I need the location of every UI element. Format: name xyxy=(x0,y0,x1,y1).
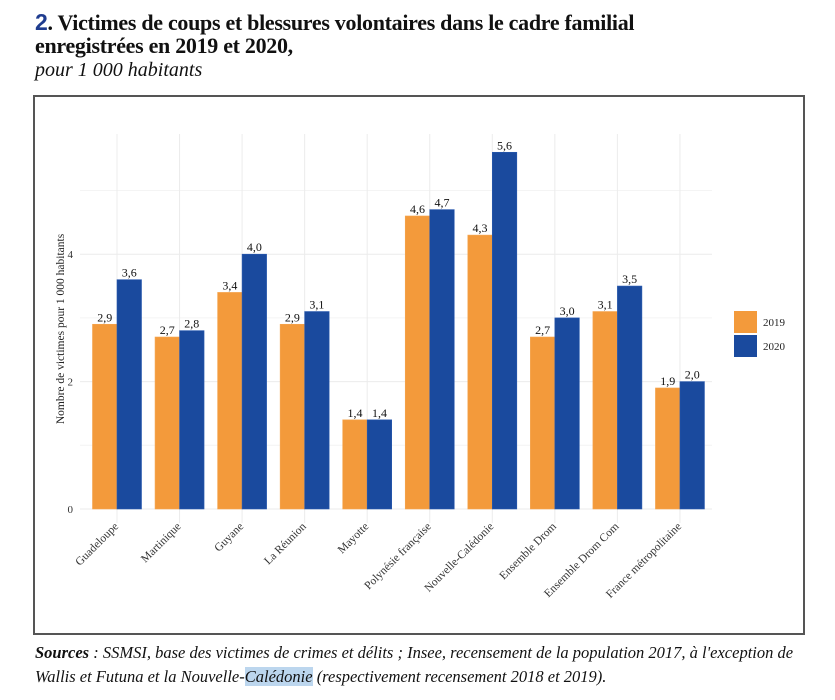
x-axis: Guadeloupe Martinique Guyane La Réunion Mayo… xyxy=(73,520,684,600)
legend-label: 2020 xyxy=(763,341,786,353)
legend-swatch-2020 xyxy=(734,335,757,357)
data-label: 2,0 xyxy=(685,368,700,382)
sources-label: Sources xyxy=(35,643,90,662)
bar-2019 xyxy=(592,311,618,510)
bar-2019 xyxy=(217,292,243,510)
bar-2020 xyxy=(179,330,205,510)
x-tick-label: Martinique xyxy=(139,521,184,566)
sources-text: SSMSI, base des victimes de crimes et dé… xyxy=(35,643,794,686)
bar-2019 xyxy=(404,215,431,510)
data-label: 3,1 xyxy=(598,298,613,312)
legend: 2019 2020 xyxy=(734,311,786,357)
bar-2019 xyxy=(530,336,556,510)
y-axis: 0 2 4 xyxy=(68,249,74,516)
sources-note: Sources : SSMSI, base des victimes de cr… xyxy=(35,641,825,689)
bar-2020 xyxy=(429,209,455,510)
bar-2019 xyxy=(655,387,681,510)
data-label: 4,7 xyxy=(435,196,450,210)
data-label: 3,4 xyxy=(222,278,237,292)
legend-swatch-2019 xyxy=(734,311,757,333)
bar-2019 xyxy=(467,234,493,510)
bars xyxy=(92,151,705,510)
bar-2020 xyxy=(554,317,580,510)
data-label: 3,6 xyxy=(122,266,137,280)
bar-2020 xyxy=(304,311,330,510)
chart-title: 2. Victimes de coups et blessures volont… xyxy=(35,9,815,58)
x-tick-label: Polynésie française xyxy=(362,521,433,592)
x-tick-label: Guadeloupe xyxy=(73,521,121,569)
bar-2020 xyxy=(491,151,518,510)
chart-subtitle: pour 1 000 habitants xyxy=(35,59,203,81)
title-line-2: enregistrées en 2019 et 2020, xyxy=(35,33,293,58)
data-label: 3,5 xyxy=(622,272,637,286)
sources-separator: : xyxy=(89,643,103,662)
bar-2019 xyxy=(92,323,118,510)
y-tick-label: 2 xyxy=(68,377,74,389)
data-label: 2,7 xyxy=(535,323,550,337)
x-tick-label: La Réunion xyxy=(262,520,309,567)
title-line-1: . Victimes de coups et blessures volonta… xyxy=(47,10,635,35)
sources-text-end: (respectivement recensement 2018 et 2019… xyxy=(312,667,607,686)
bar-2020 xyxy=(241,253,267,510)
figure-number: 2 xyxy=(35,9,48,35)
data-label: 1,4 xyxy=(372,406,387,420)
x-tick-label: Guyane xyxy=(212,521,246,555)
data-label: 4,3 xyxy=(473,221,488,235)
bar-2020 xyxy=(116,279,142,510)
x-tick-label: Mayotte xyxy=(336,521,372,557)
bar-2019 xyxy=(154,336,180,510)
y-tick-label: 4 xyxy=(68,249,74,261)
y-axis-label: Nombre de victimes pour 1 000 habitants xyxy=(55,233,67,424)
data-label: 2,9 xyxy=(97,310,112,324)
x-tick-label: Ensemble Drom xyxy=(497,521,559,583)
bar-2020 xyxy=(679,381,705,510)
legend-label: 2019 xyxy=(763,317,786,329)
data-label: 2,9 xyxy=(285,310,300,324)
bar-2020 xyxy=(366,419,393,510)
bar-2019 xyxy=(342,419,368,510)
data-label: 3,0 xyxy=(560,304,575,318)
data-label: 4,0 xyxy=(247,240,262,254)
bar-2019 xyxy=(279,323,305,510)
data-label: 2,7 xyxy=(160,323,175,337)
value-labels: 2,9 3,6 2,7 2,8 3,4 4,0 2,9 3,1 1,4 1,4 4,6 4,7 4,3 5… xyxy=(97,138,699,420)
data-label: 1,9 xyxy=(660,374,675,388)
chart-frame xyxy=(33,95,805,635)
selected-text[interactable]: Calédonie xyxy=(244,667,313,686)
bar-2020 xyxy=(617,285,643,510)
data-label: 4,6 xyxy=(410,202,425,216)
x-tick-label: Nouvelle-Calédonie xyxy=(422,521,496,595)
y-tick-label: 0 xyxy=(68,504,74,516)
data-label: 1,4 xyxy=(347,406,362,420)
data-label: 2,8 xyxy=(184,317,199,331)
data-label: 5,6 xyxy=(497,138,512,152)
data-label: 3,1 xyxy=(309,298,324,312)
